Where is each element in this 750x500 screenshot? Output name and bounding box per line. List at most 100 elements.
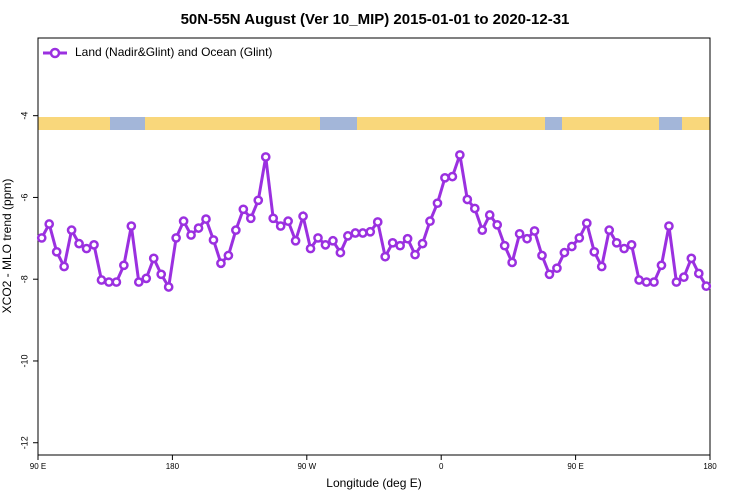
data-point (440, 172, 450, 183)
data-point (201, 214, 211, 224)
y-tick-label: -10 (19, 354, 29, 367)
data-point (462, 194, 473, 205)
data-point (417, 238, 428, 249)
chart-title: 50N-55N August (Ver 10_MIP) 2015-01-01 t… (181, 11, 570, 28)
data-point (133, 277, 144, 287)
data-point (365, 226, 376, 237)
data-point (59, 261, 69, 272)
surface-strip (38, 117, 710, 130)
data-point (656, 260, 667, 271)
data-point (701, 281, 712, 292)
data-point (163, 282, 174, 292)
data-point (126, 221, 137, 231)
data-point (693, 268, 704, 279)
data-point (119, 260, 129, 271)
data-point (604, 225, 615, 235)
data-point (380, 251, 391, 262)
data-point (44, 219, 55, 229)
data-point (641, 277, 652, 287)
data-point (596, 261, 607, 272)
data-point (686, 253, 697, 264)
data-point (499, 240, 510, 251)
data-point (395, 240, 405, 251)
data-point (156, 269, 167, 280)
data-point (320, 240, 331, 250)
data-point (529, 226, 540, 236)
data-point (469, 203, 480, 214)
data-point (171, 233, 181, 243)
data-point (208, 235, 219, 245)
data-point (567, 241, 577, 252)
data-point (634, 275, 644, 285)
data-point (305, 243, 316, 254)
x-tick-label: 90 E (567, 462, 583, 471)
y-tick-label: -4 (19, 112, 29, 120)
data-point (111, 277, 122, 287)
data-point (350, 228, 361, 238)
data-point (589, 246, 600, 257)
land-band (357, 117, 545, 130)
data-point (343, 231, 353, 241)
x-tick-label: 180 (166, 462, 180, 471)
data-point (619, 243, 629, 254)
data-point (298, 211, 308, 222)
y-tick-label: -8 (19, 275, 29, 283)
y-tick-label: -6 (19, 193, 29, 201)
land-band (145, 117, 320, 130)
data-point (649, 277, 659, 287)
data-point (544, 269, 555, 280)
data-point (74, 238, 84, 249)
x-tick-label: 90 E (30, 462, 46, 471)
data-point (148, 253, 159, 264)
data-point (231, 225, 241, 235)
data-point (275, 221, 286, 231)
data-point (514, 228, 525, 239)
data-point (283, 216, 293, 227)
data-point (552, 263, 562, 274)
legend-marker (49, 47, 61, 59)
y-tick-label: -12 (19, 436, 29, 449)
data-point (36, 233, 47, 243)
data-point (425, 216, 435, 227)
legend-label: Land (Nadir&Glint) and Ocean (Glint) (75, 45, 272, 59)
data-point (477, 225, 488, 235)
data-point (372, 217, 383, 227)
data-point (447, 171, 458, 182)
data-point (253, 195, 264, 206)
plot-frame (37, 37, 711, 456)
land-band (38, 117, 110, 130)
data-point (223, 250, 234, 261)
x-tick-label: 90 W (297, 462, 316, 471)
data-point (335, 247, 346, 258)
x-tick-label: 0 (439, 462, 444, 471)
data-point (664, 221, 674, 231)
data-point (141, 273, 152, 284)
data-point (626, 240, 637, 250)
data-point (290, 235, 301, 246)
data-point (581, 218, 592, 229)
data-point (432, 198, 443, 209)
data-point (81, 243, 92, 254)
data-point (186, 230, 196, 240)
data-point (679, 272, 689, 283)
data-point (193, 223, 204, 233)
data-point (492, 219, 503, 230)
data-point (522, 233, 532, 244)
data-point (178, 216, 189, 227)
data-point (238, 204, 249, 215)
data-point (313, 233, 323, 243)
data-point (410, 249, 420, 260)
data-point (51, 246, 62, 257)
x-axis-label: Longitude (deg E) (326, 476, 421, 490)
y-axis-label: XCO2 - MLO trend (ppm) (0, 179, 14, 314)
data-point (104, 277, 114, 287)
data-point (611, 237, 622, 248)
data-point (216, 258, 226, 269)
data-point (402, 233, 413, 244)
data-point (507, 257, 517, 268)
data-point (484, 210, 495, 220)
data-point (328, 235, 338, 246)
x-tick-label: 180 (703, 462, 717, 471)
data-point (66, 225, 77, 235)
